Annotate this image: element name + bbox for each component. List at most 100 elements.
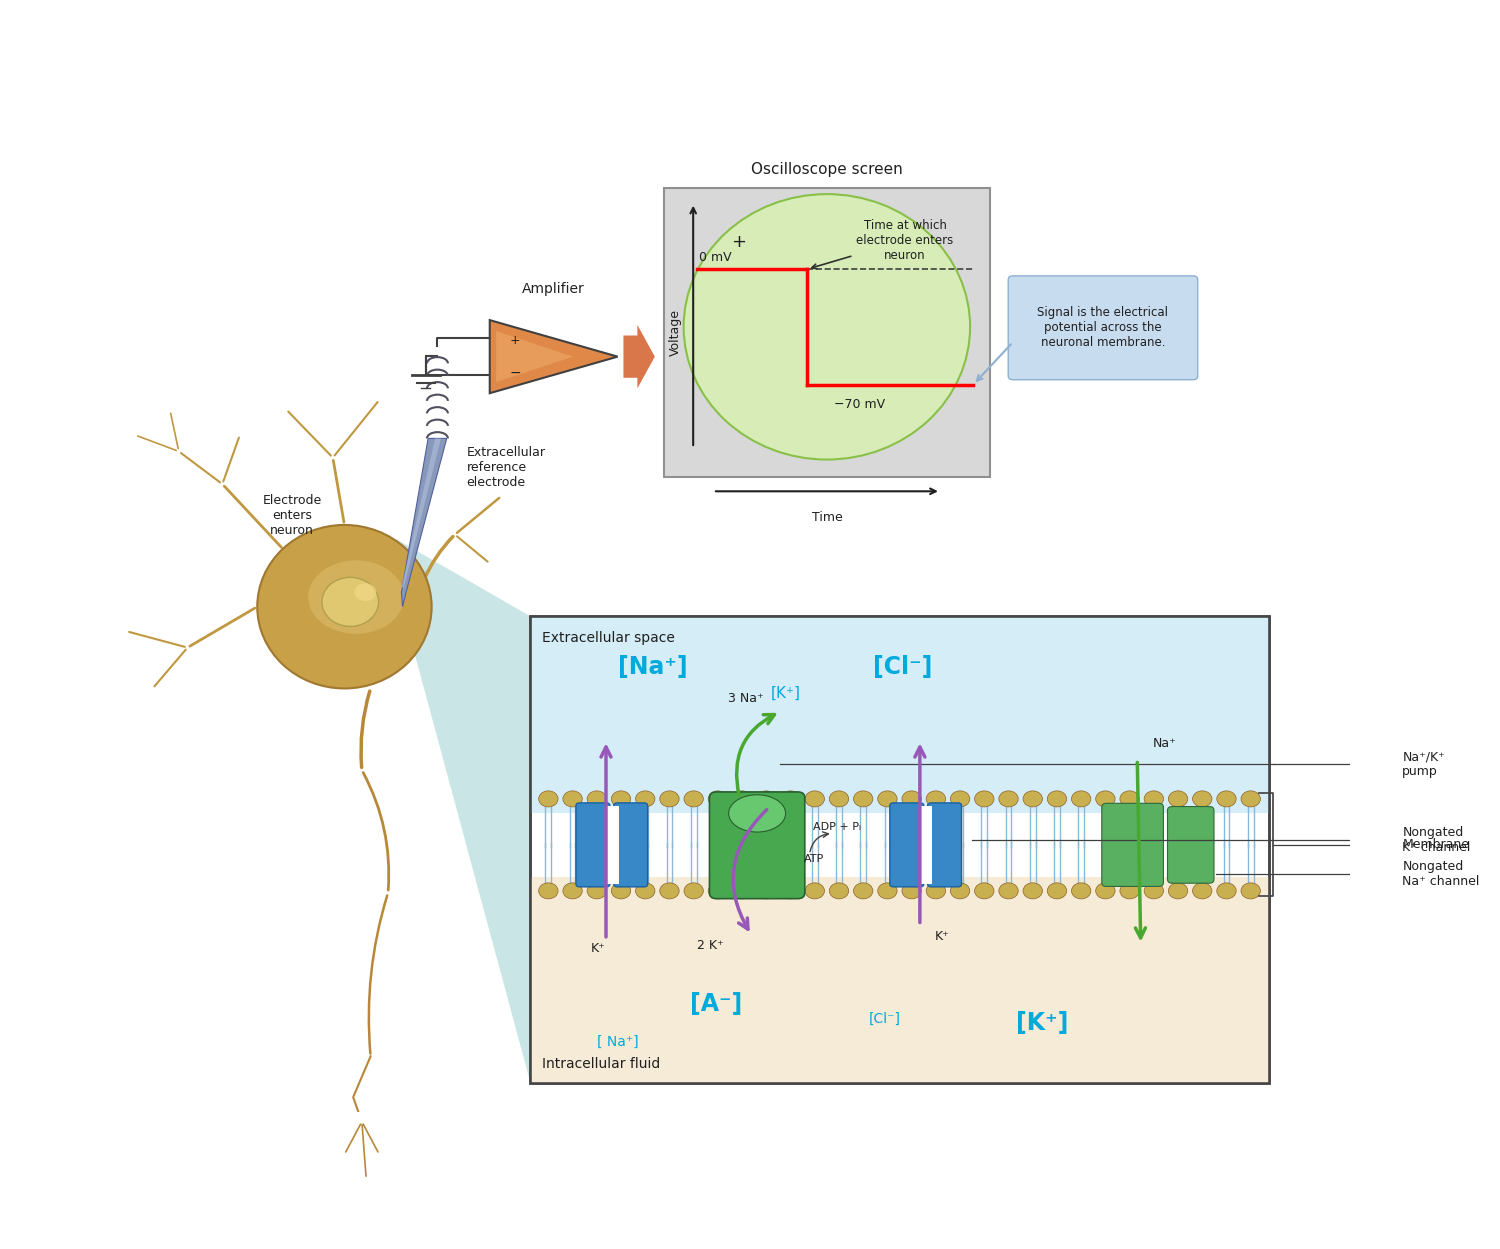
Circle shape (1240, 791, 1260, 807)
Text: 2 K⁺: 2 K⁺ (698, 939, 724, 953)
Circle shape (878, 883, 897, 899)
Text: Nongated
K⁺ channel: Nongated K⁺ channel (1402, 826, 1470, 854)
Text: K⁺: K⁺ (591, 942, 604, 955)
Polygon shape (489, 320, 618, 393)
Bar (604, 806, 618, 884)
Ellipse shape (258, 525, 432, 688)
Text: Time: Time (812, 511, 843, 523)
Text: K⁺: K⁺ (934, 929, 950, 943)
Ellipse shape (684, 194, 970, 460)
Circle shape (951, 791, 970, 807)
Text: −70 mV: −70 mV (834, 398, 885, 411)
Circle shape (684, 791, 703, 807)
Circle shape (782, 883, 800, 899)
Circle shape (830, 883, 849, 899)
Bar (531, 616, 1269, 1083)
FancyBboxPatch shape (1008, 276, 1197, 380)
Polygon shape (402, 438, 441, 587)
Circle shape (636, 791, 656, 807)
Circle shape (782, 791, 800, 807)
Circle shape (684, 883, 703, 899)
Circle shape (660, 883, 680, 899)
Text: 0 mV: 0 mV (699, 251, 732, 265)
Text: Extracellular space: Extracellular space (542, 631, 675, 644)
Circle shape (756, 883, 776, 899)
Circle shape (1095, 791, 1114, 807)
Text: 3 Na⁺: 3 Na⁺ (728, 692, 764, 704)
Text: [Cl⁻]: [Cl⁻] (873, 654, 931, 679)
Circle shape (1023, 883, 1042, 899)
Circle shape (830, 791, 849, 807)
Circle shape (902, 883, 921, 899)
Circle shape (926, 791, 945, 807)
FancyBboxPatch shape (710, 792, 806, 898)
Text: +: + (732, 234, 747, 251)
FancyBboxPatch shape (576, 803, 610, 887)
Bar (664, 189, 990, 477)
Circle shape (1216, 883, 1236, 899)
Circle shape (1071, 791, 1090, 807)
Circle shape (586, 791, 606, 807)
Text: Oscilloscope screen: Oscilloscope screen (752, 162, 903, 177)
Circle shape (999, 791, 1018, 807)
FancyBboxPatch shape (1167, 807, 1214, 883)
Text: [A⁻]: [A⁻] (690, 992, 742, 1015)
Circle shape (708, 883, 728, 899)
Circle shape (1240, 883, 1260, 899)
Circle shape (586, 883, 606, 899)
Circle shape (975, 791, 994, 807)
Circle shape (806, 883, 825, 899)
Text: [Na⁺]: [Na⁺] (618, 654, 687, 679)
FancyBboxPatch shape (890, 803, 924, 887)
Polygon shape (402, 438, 447, 607)
Bar (531, 616, 1269, 1083)
Circle shape (999, 883, 1018, 899)
Text: [K⁺]: [K⁺] (771, 686, 801, 701)
Text: Intracellular fluid: Intracellular fluid (542, 1057, 660, 1072)
Circle shape (756, 791, 776, 807)
Ellipse shape (354, 583, 376, 601)
Circle shape (732, 883, 752, 899)
Text: Na⁺/K⁺
pump: Na⁺/K⁺ pump (1402, 751, 1444, 778)
Text: Nongated
Na⁺ channel: Nongated Na⁺ channel (1402, 859, 1479, 888)
Circle shape (612, 791, 630, 807)
Text: ADP + Pᵢ: ADP + Pᵢ (813, 822, 861, 832)
Text: [K⁺]: [K⁺] (1016, 1010, 1068, 1035)
Circle shape (1023, 791, 1042, 807)
Text: Amplifier: Amplifier (522, 282, 585, 296)
FancyBboxPatch shape (614, 803, 648, 887)
Text: −: − (510, 366, 520, 380)
Circle shape (538, 883, 558, 899)
Ellipse shape (322, 577, 378, 627)
Bar (531, 877, 1269, 1083)
Polygon shape (396, 540, 531, 1083)
Polygon shape (496, 331, 573, 382)
Circle shape (660, 791, 680, 807)
FancyBboxPatch shape (1102, 803, 1164, 887)
Circle shape (1095, 883, 1114, 899)
Circle shape (1192, 883, 1212, 899)
Circle shape (636, 883, 656, 899)
Circle shape (1071, 883, 1090, 899)
Text: Voltage: Voltage (669, 309, 682, 356)
Text: +: + (510, 333, 520, 347)
Bar (531, 616, 1269, 813)
Circle shape (853, 791, 873, 807)
Circle shape (708, 791, 728, 807)
Text: Time at which
electrode enters
neuron: Time at which electrode enters neuron (812, 219, 954, 269)
Circle shape (1120, 883, 1140, 899)
Text: Signal is the electrical
potential across the
neuronal membrane.: Signal is the electrical potential acros… (1038, 306, 1168, 350)
Text: Electrode
enters
neuron: Electrode enters neuron (262, 493, 321, 537)
Circle shape (1144, 791, 1164, 807)
Circle shape (1120, 791, 1140, 807)
Circle shape (562, 791, 582, 807)
Text: [ Na⁺]: [ Na⁺] (597, 1035, 639, 1049)
Circle shape (975, 883, 994, 899)
Circle shape (1047, 883, 1066, 899)
Circle shape (806, 791, 825, 807)
Text: Na⁺: Na⁺ (1152, 737, 1176, 751)
Circle shape (926, 883, 945, 899)
Circle shape (562, 883, 582, 899)
Ellipse shape (308, 561, 404, 634)
Circle shape (1168, 791, 1188, 807)
